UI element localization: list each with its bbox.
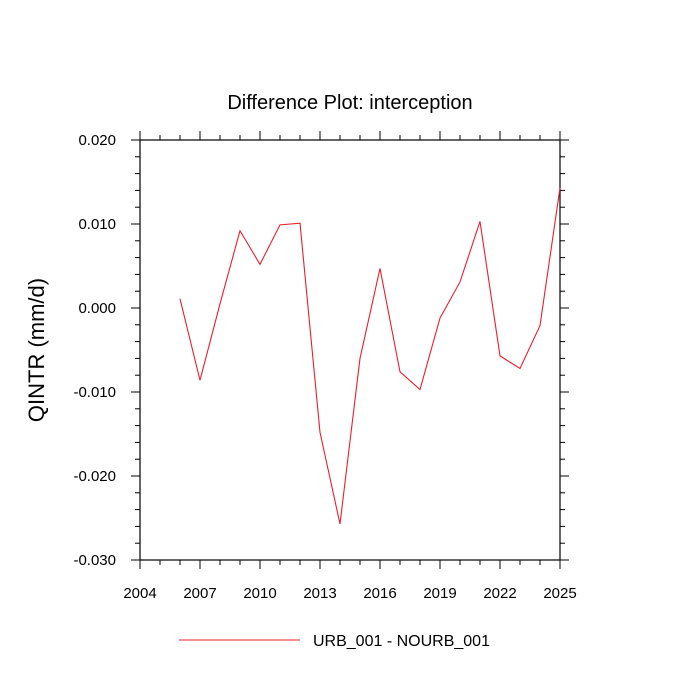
y-tick-label: 0.000 bbox=[78, 300, 116, 317]
x-tick-label: 2004 bbox=[123, 585, 156, 602]
y-tick-label: 0.010 bbox=[78, 216, 116, 233]
x-tick-label: 2022 bbox=[483, 585, 516, 602]
x-tick-labels: 2004 2007 2010 2013 2016 2019 2022 2025 bbox=[123, 585, 576, 602]
x-tick-label: 2010 bbox=[243, 585, 276, 602]
series-line bbox=[179, 187, 561, 524]
plot-frame bbox=[139, 139, 561, 561]
series-lines bbox=[179, 187, 561, 524]
legend: URB_001 - NOURB_001 bbox=[179, 633, 490, 650]
y-tick-label: -0.020 bbox=[73, 468, 116, 485]
x-tick-label: 2016 bbox=[363, 585, 396, 602]
chart-title: Difference Plot: interception bbox=[227, 92, 472, 114]
y-tick-labels: -0.030 -0.020 -0.010 0.000 0.010 0.020 bbox=[73, 132, 116, 569]
x-tick-label: 2007 bbox=[183, 585, 216, 602]
legend-label: URB_001 - NOURB_001 bbox=[313, 633, 490, 650]
y-tick-label: -0.010 bbox=[73, 384, 116, 401]
x-tick-label: 2019 bbox=[423, 585, 456, 602]
y-tick-label: 0.020 bbox=[78, 132, 116, 149]
y-tick-label: -0.030 bbox=[73, 552, 116, 569]
x-tick-label: 2013 bbox=[303, 585, 336, 602]
x-tick-label: 2025 bbox=[543, 585, 576, 602]
axis-ticks bbox=[131, 131, 569, 569]
y-axis-label: QINTR (mm/d) bbox=[24, 278, 49, 422]
